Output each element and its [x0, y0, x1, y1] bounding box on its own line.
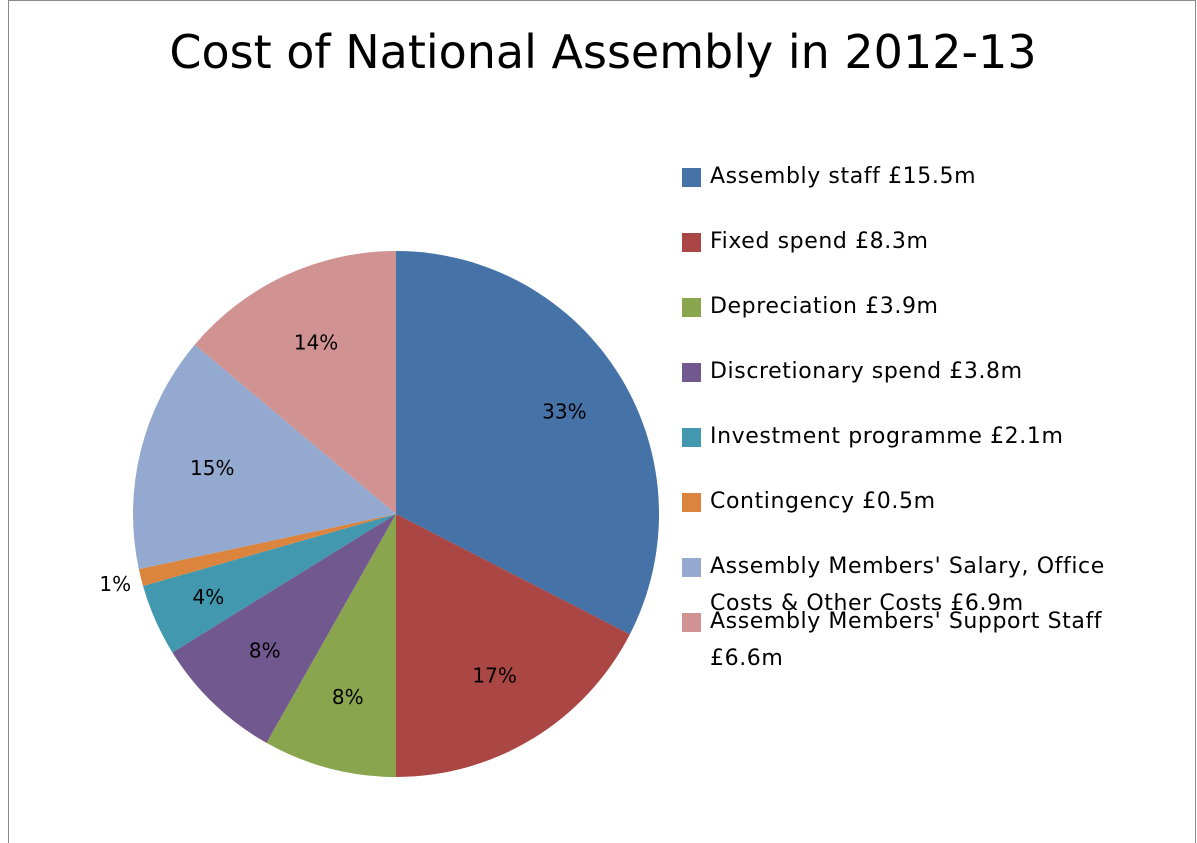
slice-percent-label: 1% [99, 572, 131, 596]
slice-percent-label: 15% [190, 456, 234, 480]
slice-percent-label: 8% [249, 639, 281, 663]
pie-slice [133, 344, 396, 570]
legend-label: Fixed spend £8.3m [710, 229, 929, 254]
legend-item: Contingency £0.5m [682, 483, 1150, 520]
legend-swatch [682, 428, 701, 447]
slice-percent-label: 14% [294, 330, 338, 354]
legend-swatch [682, 493, 701, 512]
pie-slice [172, 514, 396, 743]
legend-swatch [682, 613, 701, 632]
legend-item: Depreciation £3.9m [682, 288, 1150, 325]
slice-percent-label: 8% [332, 685, 364, 709]
legend-item: Assembly Members' Salary, Office Costs &… [682, 548, 1150, 622]
legend-swatch [682, 168, 701, 187]
slice-percent-label: 17% [472, 664, 516, 688]
pie-slice [266, 514, 396, 777]
legend-label: Contingency £0.5m [710, 489, 936, 514]
pie-slice [194, 251, 396, 514]
legend-item: Discretionary spend £3.8m [682, 353, 1150, 390]
legend-swatch [682, 363, 701, 382]
legend-label: Assembly Members' Salary, Office Costs &… [710, 554, 1105, 616]
legend-label: Investment programme £2.1m [710, 424, 1064, 449]
legend-label: Discretionary spend £3.8m [710, 359, 1023, 384]
chart-title: Cost of National Assembly in 2012-13 [169, 25, 1037, 79]
legend-item: Assembly Members' Support Staff £6.6m [682, 603, 1150, 677]
legend-swatch [682, 298, 701, 317]
legend-item: Fixed spend £8.3m [682, 223, 1150, 260]
slice-percent-label: 4% [192, 585, 224, 609]
legend-swatch [682, 558, 701, 577]
legend-item: Investment programme £2.1m [682, 418, 1150, 455]
pie-slice [396, 251, 659, 635]
legend-item: Assembly staff £15.5m [682, 158, 1150, 195]
pie-slice [138, 514, 396, 586]
legend-label: Assembly staff £15.5m [710, 164, 977, 189]
slice-percent-label: 33% [542, 399, 586, 423]
pie-slice [396, 514, 630, 777]
legend-label: Depreciation £3.9m [710, 294, 939, 319]
legend-swatch [682, 233, 701, 252]
pie-slice [143, 514, 396, 653]
legend-label: Assembly Members' Support Staff £6.6m [710, 609, 1103, 671]
